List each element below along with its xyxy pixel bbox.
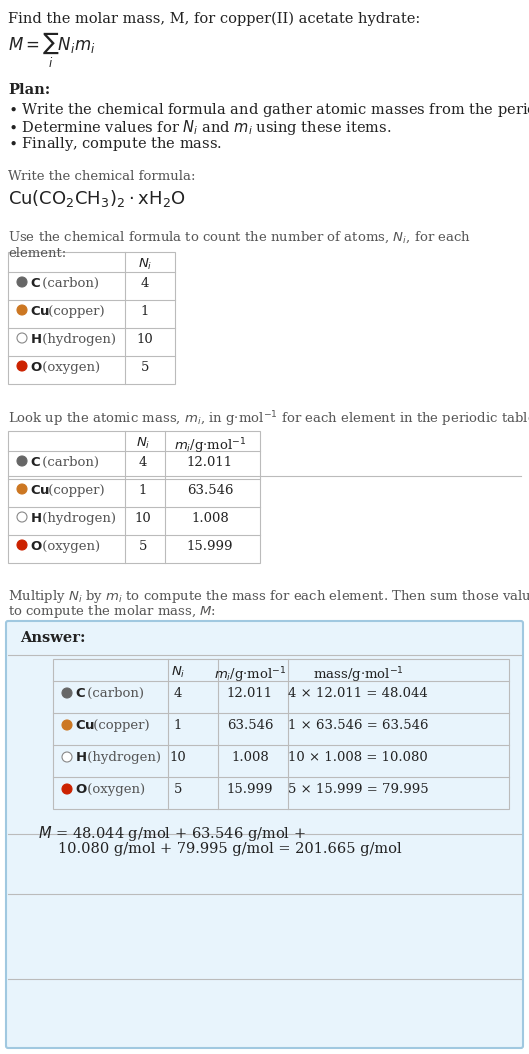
Text: Plan:: Plan:: [8, 83, 50, 97]
Text: to compute the molar mass, $M$:: to compute the molar mass, $M$:: [8, 603, 216, 620]
Text: $\mathbf{O}$: $\mathbf{O}$: [30, 540, 43, 553]
Text: $N_i$: $N_i$: [136, 436, 150, 451]
Text: 10: 10: [136, 333, 153, 346]
Text: 15.999: 15.999: [187, 540, 233, 553]
Text: $\mathbf{Cu}$: $\mathbf{Cu}$: [30, 484, 50, 497]
Text: (hydrogen): (hydrogen): [38, 512, 116, 525]
Text: $\mathrm{Cu(CO_2CH_3)_2 \cdot xH_2O}$: $\mathrm{Cu(CO_2CH_3)_2 \cdot xH_2O}$: [8, 188, 186, 209]
Text: (copper): (copper): [44, 484, 105, 497]
Text: $\bullet$ Determine values for $N_i$ and $m_i$ using these items.: $\bullet$ Determine values for $N_i$ and…: [8, 118, 391, 137]
Text: (carbon): (carbon): [38, 277, 99, 290]
Text: 1.008: 1.008: [191, 512, 229, 525]
Text: 5: 5: [174, 783, 182, 796]
Text: (carbon): (carbon): [38, 456, 99, 469]
Text: Answer:: Answer:: [20, 631, 86, 645]
Text: Look up the atomic mass, $m_i$, in g$\cdot$mol$^{-1}$ for each element in the pe: Look up the atomic mass, $m_i$, in g$\cd…: [8, 409, 529, 429]
Text: $\mathbf{C}$: $\mathbf{C}$: [75, 687, 86, 700]
Text: 12.011: 12.011: [187, 456, 233, 469]
Text: 10 × 1.008 = 10.080: 10 × 1.008 = 10.080: [288, 752, 428, 764]
Text: $\mathbf{Cu}$: $\mathbf{Cu}$: [30, 305, 50, 318]
Text: (carbon): (carbon): [83, 687, 144, 700]
Text: (oxygen): (oxygen): [38, 540, 100, 553]
Text: $\mathbf{O}$: $\mathbf{O}$: [75, 783, 88, 796]
Circle shape: [17, 333, 27, 343]
Text: 63.546: 63.546: [187, 484, 233, 497]
Text: 5 × 15.999 = 79.995: 5 × 15.999 = 79.995: [288, 783, 428, 796]
Text: $\mathbf{H}$: $\mathbf{H}$: [30, 333, 42, 346]
Text: 10.080 g/mol + 79.995 g/mol = 201.665 g/mol: 10.080 g/mol + 79.995 g/mol = 201.665 g/…: [58, 842, 402, 856]
Text: $\mathbf{C}$: $\mathbf{C}$: [30, 277, 41, 290]
Circle shape: [17, 362, 27, 371]
Text: 1: 1: [174, 719, 182, 731]
Text: $N_i$: $N_i$: [138, 257, 152, 272]
Text: Use the chemical formula to count the number of atoms, $N_i$, for each element:: Use the chemical formula to count the nu…: [8, 230, 471, 260]
Text: $\mathbf{C}$: $\mathbf{C}$: [30, 456, 41, 469]
Text: 1: 1: [139, 484, 147, 497]
Bar: [53, 659, 509, 809]
Text: 15.999: 15.999: [227, 783, 273, 796]
Text: 1.008: 1.008: [231, 752, 269, 764]
Text: $M$ = 48.044 g/mol + 63.546 g/mol +: $M$ = 48.044 g/mol + 63.546 g/mol +: [38, 824, 306, 843]
Text: (oxygen): (oxygen): [38, 362, 100, 374]
FancyBboxPatch shape: [6, 621, 523, 1048]
Circle shape: [17, 512, 27, 522]
Text: 10: 10: [134, 512, 151, 525]
Text: (copper): (copper): [89, 719, 150, 731]
Circle shape: [17, 277, 27, 287]
Circle shape: [17, 484, 27, 494]
Text: Write the chemical formula:: Write the chemical formula:: [8, 170, 196, 183]
Circle shape: [62, 720, 72, 730]
Text: $\mathbf{H}$: $\mathbf{H}$: [75, 752, 87, 764]
Circle shape: [62, 752, 72, 762]
Circle shape: [17, 456, 27, 466]
Text: (hydrogen): (hydrogen): [38, 333, 116, 346]
Text: $m_i$/g$\cdot$mol$^{-1}$: $m_i$/g$\cdot$mol$^{-1}$: [174, 436, 247, 455]
Circle shape: [17, 305, 27, 315]
Text: $\mathbf{O}$: $\mathbf{O}$: [30, 362, 43, 374]
Circle shape: [62, 784, 72, 794]
Text: 4 × 12.011 = 48.044: 4 × 12.011 = 48.044: [288, 687, 428, 700]
Text: (copper): (copper): [44, 305, 105, 318]
Text: 4: 4: [139, 456, 147, 469]
Text: 4: 4: [141, 277, 149, 290]
Text: 1: 1: [141, 305, 149, 318]
Text: 5: 5: [141, 362, 149, 374]
Text: $\bullet$ Finally, compute the mass.: $\bullet$ Finally, compute the mass.: [8, 135, 222, 153]
Text: mass/g$\cdot$mol$^{-1}$: mass/g$\cdot$mol$^{-1}$: [313, 665, 404, 685]
Circle shape: [17, 540, 27, 550]
Text: 4: 4: [174, 687, 182, 700]
Text: 5: 5: [139, 540, 147, 553]
Text: $m_i$/g$\cdot$mol$^{-1}$: $m_i$/g$\cdot$mol$^{-1}$: [214, 665, 286, 685]
Text: (hydrogen): (hydrogen): [83, 752, 161, 764]
Text: $\bullet$ Write the chemical formula and gather atomic masses from the periodic : $\bullet$ Write the chemical formula and…: [8, 101, 529, 119]
Text: Multiply $N_i$ by $m_i$ to compute the mass for each element. Then sum those val: Multiply $N_i$ by $m_i$ to compute the m…: [8, 588, 529, 605]
Circle shape: [62, 688, 72, 698]
Text: Find the molar mass, M, for copper(II) acetate hydrate:: Find the molar mass, M, for copper(II) a…: [8, 12, 420, 26]
Text: 10: 10: [170, 752, 186, 764]
Text: $\mathbf{Cu}$: $\mathbf{Cu}$: [75, 719, 95, 731]
Text: 1 × 63.546 = 63.546: 1 × 63.546 = 63.546: [288, 719, 428, 731]
Text: $N_i$: $N_i$: [171, 665, 185, 680]
Text: $\mathbf{H}$: $\mathbf{H}$: [30, 512, 42, 525]
Bar: [8, 252, 175, 384]
Text: (oxygen): (oxygen): [83, 783, 145, 796]
Text: 63.546: 63.546: [227, 719, 273, 731]
Bar: [8, 431, 260, 563]
Text: 12.011: 12.011: [227, 687, 273, 700]
Text: $M = \sum_i N_i m_i$: $M = \sum_i N_i m_i$: [8, 30, 95, 70]
